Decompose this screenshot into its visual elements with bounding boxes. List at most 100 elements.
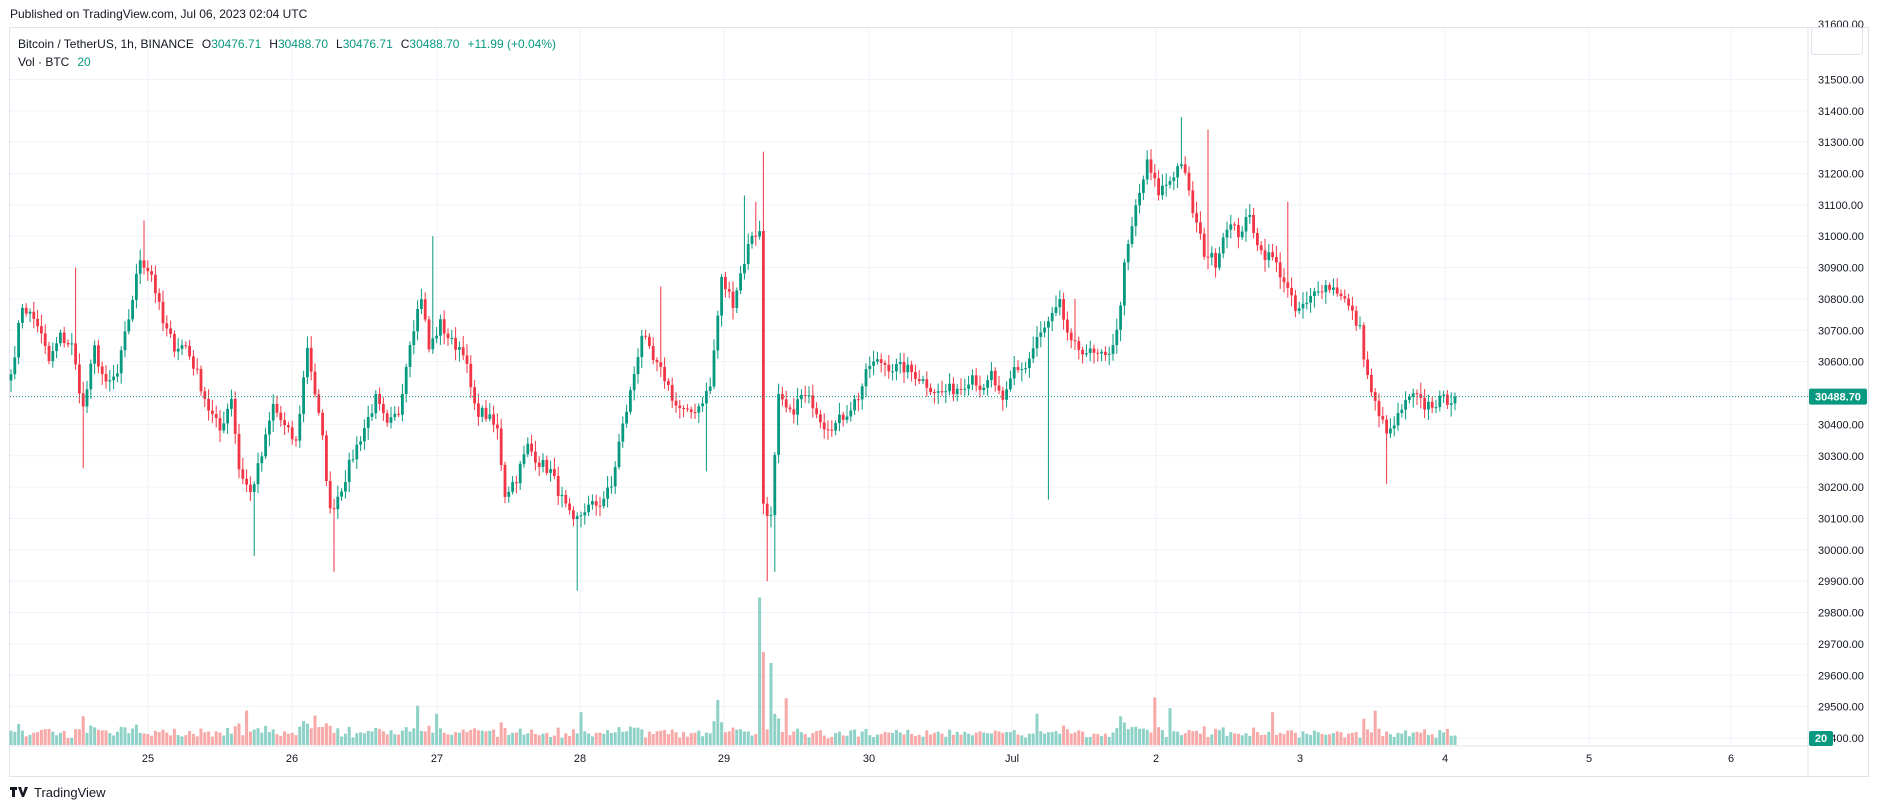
candle-body xyxy=(781,394,784,400)
volume-bar xyxy=(894,729,898,745)
volume-bar xyxy=(594,732,598,745)
volume-bar xyxy=(841,735,845,745)
candle-body xyxy=(758,231,761,237)
volume-bar xyxy=(590,736,594,745)
candle-body xyxy=(879,359,883,363)
candle-body xyxy=(1077,341,1081,350)
legend-high-label: H xyxy=(269,37,278,51)
candle-body xyxy=(477,403,480,417)
tradingview-logo[interactable]: TradingView xyxy=(10,785,106,800)
volume-bar xyxy=(1274,734,1278,745)
candle-body xyxy=(1290,287,1293,296)
volume-bar xyxy=(36,732,40,745)
candle-body xyxy=(762,231,765,504)
volume-bar xyxy=(666,734,670,745)
candle-body xyxy=(921,379,925,381)
candle-body xyxy=(1126,243,1130,263)
candle-body xyxy=(100,366,104,375)
candle-body xyxy=(461,347,465,356)
volume-bar xyxy=(989,733,993,745)
candle-body xyxy=(1001,390,1005,400)
candle-body xyxy=(1370,374,1373,393)
volume-bar xyxy=(963,731,967,745)
volume-bar xyxy=(427,725,431,745)
candle-body xyxy=(142,260,146,268)
volume-bar xyxy=(176,735,180,745)
candle-body xyxy=(313,371,317,395)
volume-bar xyxy=(134,724,138,745)
volume-bar xyxy=(260,732,264,745)
volume-bar xyxy=(286,733,290,745)
volume-bar xyxy=(606,730,610,745)
volume-bar xyxy=(442,732,446,745)
candle-body xyxy=(302,377,305,414)
candle-body xyxy=(51,351,55,362)
volume-bar xyxy=(123,727,127,745)
volume-bar xyxy=(1145,729,1149,745)
candle-body xyxy=(1221,237,1225,254)
volume-bar xyxy=(457,732,461,745)
candle-body xyxy=(670,384,674,401)
volume-bar xyxy=(853,729,857,745)
candle-body xyxy=(1012,367,1016,379)
candle-body xyxy=(1282,277,1286,283)
volume-bar xyxy=(321,727,325,745)
candle-body xyxy=(1142,179,1145,193)
candle-body xyxy=(553,469,556,476)
candle-body xyxy=(754,235,758,237)
candle-body xyxy=(1313,291,1316,297)
candle-body xyxy=(1096,352,1100,354)
candle-body xyxy=(1347,298,1350,306)
candle-body xyxy=(298,413,302,441)
candle-body xyxy=(572,510,575,520)
volume-bar xyxy=(1225,735,1229,745)
volume-bar xyxy=(408,731,412,745)
candle-body xyxy=(963,388,967,390)
candle-body xyxy=(1453,396,1457,404)
volume-bar xyxy=(28,734,32,745)
candle-body xyxy=(1309,296,1312,303)
legend-low-label: L xyxy=(336,37,343,51)
volume-bar xyxy=(837,731,841,745)
candle-body xyxy=(811,395,815,409)
candle-body xyxy=(492,414,495,425)
candle-body xyxy=(1054,307,1058,313)
volume-bar xyxy=(24,736,28,745)
candle-body xyxy=(1434,407,1438,409)
candle-body xyxy=(594,501,598,506)
volume-bar xyxy=(385,734,389,745)
y-tick-label: 30700.00 xyxy=(1818,325,1864,337)
candle-body xyxy=(986,380,989,388)
y-tick-label: 31200.00 xyxy=(1818,169,1864,181)
candle-body xyxy=(591,501,594,505)
candle-body xyxy=(1411,393,1415,397)
volume-bar xyxy=(1316,732,1320,745)
chart-frame[interactable] xyxy=(9,27,1869,777)
volume-bar xyxy=(454,732,458,745)
candle-body xyxy=(872,361,875,366)
volume-bar xyxy=(1217,730,1221,745)
volume-bar xyxy=(697,730,701,745)
volume-bar xyxy=(708,733,712,745)
volume-bar xyxy=(70,737,74,745)
volume-bar xyxy=(305,723,309,745)
volume-bar xyxy=(115,731,119,745)
volume-bar xyxy=(799,732,803,745)
volume-bar xyxy=(1016,734,1020,745)
candle-body xyxy=(146,267,150,272)
candle-body xyxy=(81,393,85,407)
candle-body xyxy=(826,429,830,431)
volume-bar xyxy=(226,727,230,745)
volume-bar xyxy=(822,735,826,745)
candle-body xyxy=(1389,428,1392,434)
volume-bar xyxy=(723,732,727,745)
volume-bar xyxy=(856,736,860,745)
volume-bar xyxy=(526,733,530,745)
volume-bar xyxy=(701,736,705,745)
volume-bar xyxy=(66,737,70,745)
candle-body xyxy=(385,413,389,423)
candle-body xyxy=(1161,185,1164,196)
candle-body xyxy=(169,328,172,334)
price-scale-corner-box[interactable] xyxy=(1811,27,1863,55)
